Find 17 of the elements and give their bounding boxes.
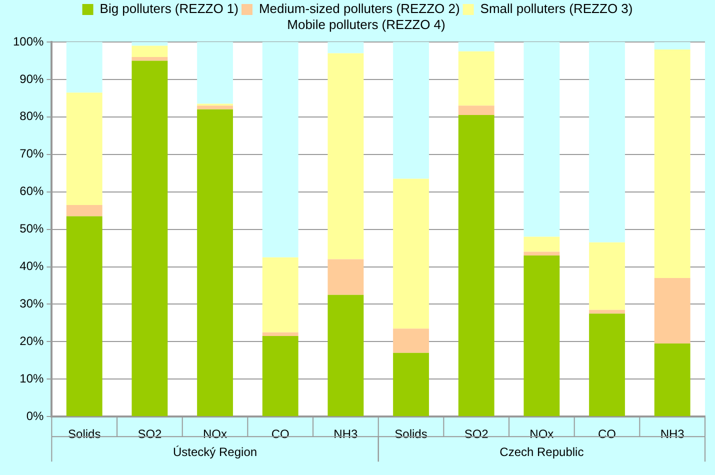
legend-label: Small polluters (REZZO 3) [480,1,633,16]
y-tick-label: 90% [20,72,44,86]
y-tick-label: 20% [20,334,44,348]
y-tick-label: 0% [26,408,44,423]
y-tick-label: 100% [12,34,44,48]
y-tick-label: 80% [20,109,44,124]
text: Czech Republic [500,444,584,459]
y-tick-label: 60% [20,184,44,198]
legend-label: Big polluters (REZZO 1) [100,1,238,16]
y-tick-label: 50% [20,222,44,236]
y-tick-label: 70% [20,146,44,161]
series-label: Mobile polluters (REZZO 4) [287,17,446,32]
y-tick-label: 10% [20,371,44,386]
y-tick-label: 40% [20,259,44,274]
text: Ústecký Region [172,444,258,459]
y-tick-label: 30% [20,296,44,311]
legend-label: Medium-sized polluters (REZZO 2) [258,1,460,16]
